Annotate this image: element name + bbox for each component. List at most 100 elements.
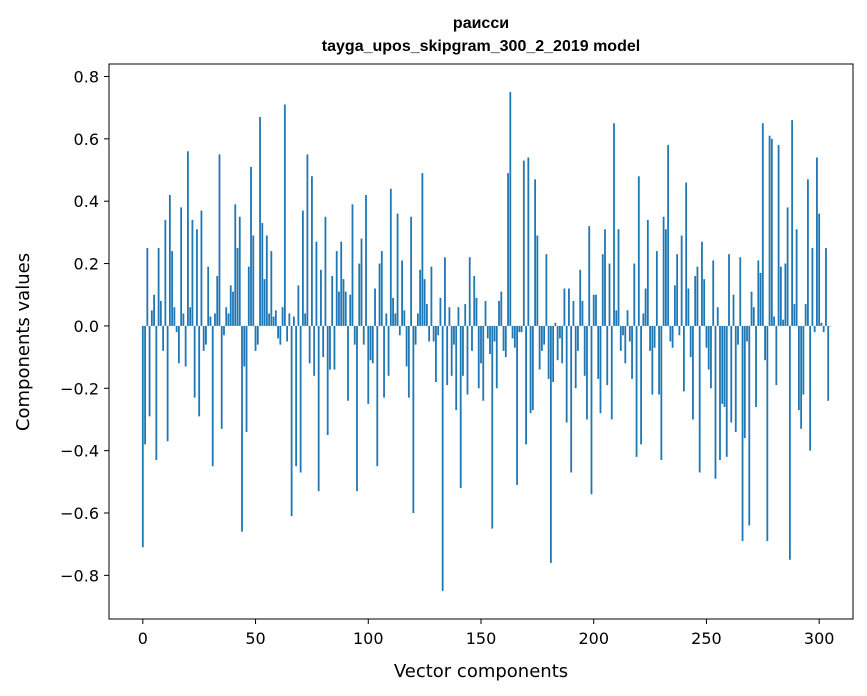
bar-27 (202, 325, 205, 351)
bar-58 (272, 316, 275, 326)
bar-45 (243, 325, 246, 367)
bar-76 (313, 325, 316, 376)
bar-56 (268, 313, 270, 326)
bar-43 (238, 216, 241, 326)
bar-253 (712, 260, 715, 326)
bar-255 (716, 307, 719, 326)
bar-184 (556, 325, 559, 361)
bar-181 (549, 325, 552, 563)
bar-154 (489, 325, 491, 354)
bar-162 (507, 173, 509, 326)
bar-34 (218, 154, 221, 326)
bar-72 (304, 313, 307, 326)
bar-14 (173, 307, 176, 326)
bar-123 (419, 269, 422, 326)
bar-22 (191, 219, 194, 326)
bar-202 (597, 325, 600, 379)
bar-238 (678, 325, 681, 336)
bar-227 (653, 325, 656, 348)
bar-17 (180, 207, 183, 326)
bar-174 (534, 179, 537, 326)
bar-61 (279, 325, 282, 345)
bar-18 (182, 313, 185, 326)
bar-119 (410, 216, 413, 326)
bar-303 (825, 247, 827, 326)
bar-183 (554, 322, 557, 326)
bar-8 (159, 300, 162, 326)
chart-title: раисси (453, 15, 509, 32)
bar-60 (277, 325, 279, 339)
bar-163 (509, 92, 512, 326)
bar-52 (259, 117, 261, 326)
bar-182 (552, 325, 555, 383)
bar-221 (640, 325, 642, 445)
bar-249 (703, 279, 706, 326)
bar-50 (254, 325, 257, 351)
x-tick-label: 200 (578, 629, 609, 648)
bar-187 (563, 288, 566, 326)
x-tick-label: 50 (245, 629, 265, 648)
bar-47 (247, 266, 250, 326)
bar-195 (581, 300, 584, 326)
bar-257 (721, 325, 724, 404)
bar-96 (358, 263, 361, 326)
bar-212 (619, 325, 622, 351)
bar-135 (446, 325, 449, 386)
bar-7 (157, 247, 160, 326)
bar-291 (797, 325, 800, 411)
bar-63 (283, 104, 286, 326)
bar-113 (396, 213, 399, 326)
bar-77 (315, 241, 318, 326)
bar-278 (768, 135, 771, 326)
bar-87 (338, 291, 340, 326)
bar-288 (791, 120, 794, 326)
bar-57 (270, 251, 273, 326)
bar-190 (570, 325, 573, 473)
bar-177 (540, 325, 543, 351)
bar-121 (414, 325, 417, 345)
bar-33 (216, 276, 219, 326)
bar-271 (752, 307, 755, 326)
bar-211 (617, 229, 620, 326)
bar-4 (150, 310, 153, 326)
bar-219 (635, 325, 638, 457)
bar-141 (459, 325, 462, 489)
bar-74 (308, 325, 311, 364)
bar-32 (214, 313, 216, 326)
bar-98 (362, 325, 365, 345)
bar-301 (820, 322, 823, 326)
y-tick-label: 0.4 (74, 192, 99, 211)
bar-138 (453, 325, 455, 345)
bar-127 (428, 325, 431, 342)
bar-205 (604, 229, 606, 326)
bar-161 (504, 325, 507, 358)
bar-166 (516, 325, 518, 485)
bar-192 (574, 325, 577, 389)
bar-49 (252, 235, 255, 326)
bar-268 (746, 325, 748, 342)
bar-237 (676, 254, 679, 326)
bar-152 (484, 300, 487, 326)
bar-1 (144, 325, 146, 445)
bar-178 (543, 325, 546, 345)
bar-115 (401, 260, 403, 326)
bar-35 (220, 325, 223, 429)
bar-67 (292, 316, 295, 326)
bar-133 (441, 325, 444, 591)
bar-157 (495, 325, 498, 389)
bar-197 (586, 325, 588, 420)
bar-146 (471, 325, 473, 351)
bar-186 (561, 325, 564, 364)
bar-173 (531, 325, 534, 411)
x-tick-label: 250 (691, 629, 722, 648)
y-tick-label: 0.8 (74, 67, 99, 86)
bar-258 (723, 325, 726, 407)
bar-150 (480, 325, 482, 364)
bar-39 (229, 285, 232, 326)
bar-272 (755, 325, 757, 407)
bar-185 (559, 325, 561, 339)
bar-164 (511, 325, 514, 339)
bar-201 (595, 294, 597, 326)
bar-145 (468, 257, 471, 326)
bar-234 (669, 325, 672, 342)
